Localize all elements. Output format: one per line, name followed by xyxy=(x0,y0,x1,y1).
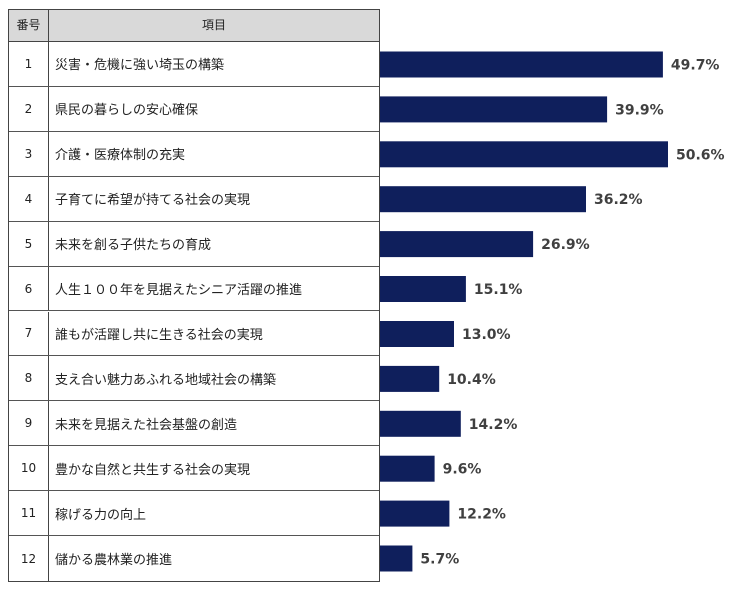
table-row: 12 儲かる農林業の推進 xyxy=(9,536,379,581)
bar xyxy=(380,186,586,213)
row-number: 9 xyxy=(9,401,49,446)
row-number: 10 xyxy=(9,446,49,491)
row-item-label: 未来を見据えた社会基盤の創造 xyxy=(55,417,238,433)
row-item-label: 支え合い魅力あふれる地域社会の構築 xyxy=(55,372,277,388)
data-label: 36.2% xyxy=(594,192,643,208)
bar xyxy=(380,51,663,78)
table-row: 7 誰もが活躍し共に生きる社会の実現 xyxy=(9,311,379,357)
bar xyxy=(380,276,466,302)
bar xyxy=(380,96,608,123)
data-label: 14.2% xyxy=(469,417,518,433)
row-number: 4 xyxy=(9,176,49,221)
data-label: 49.7% xyxy=(671,58,720,74)
row-item-label: 未来を創る子供たちの育成 xyxy=(55,238,212,254)
data-label: 15.1% xyxy=(474,282,523,298)
row-number: 3 xyxy=(9,131,49,176)
row-item-label: 誰もが活躍し共に生きる社会の実現 xyxy=(55,327,263,343)
data-label: 5.7% xyxy=(420,552,459,568)
table-header: 番号 項目 xyxy=(9,10,379,42)
data-label: 39.9% xyxy=(615,102,664,118)
table-row: 4 子育てに希望が持てる社会の実現 xyxy=(9,176,379,222)
table-row: 10 豊かな自然と共生する社会の実現 xyxy=(9,446,379,492)
row-number: 8 xyxy=(9,356,49,401)
row-number: 2 xyxy=(9,86,49,131)
header-item: 項目 xyxy=(201,18,226,32)
table-row: 9 未来を見据えた社会基盤の創造 xyxy=(9,401,379,447)
bar xyxy=(380,231,534,258)
data-label: 10.4% xyxy=(447,372,496,388)
table-row: 3 介護・医療体制の充実 xyxy=(9,131,379,177)
data-label: 13.0% xyxy=(462,327,511,343)
data-label: 12.2% xyxy=(457,507,506,523)
table-row: 1 災害・危機に強い埼玉の構築 xyxy=(9,42,379,87)
data-label: 26.9% xyxy=(541,237,590,253)
row-item-label: 儲かる農林業の推進 xyxy=(55,553,173,569)
row-item-label: 介護・医療体制の充実 xyxy=(55,148,186,164)
bar xyxy=(380,365,440,392)
row-item-label: 子育てに希望が持てる社会の実現 xyxy=(55,193,251,209)
row-item-label: 人生１００年を見据えたシニア活躍の推進 xyxy=(55,283,303,299)
bar xyxy=(380,321,454,347)
row-number: 1 xyxy=(9,42,49,86)
row-number: 11 xyxy=(9,491,49,536)
row-number: 7 xyxy=(9,311,49,356)
table-row: 11 稼げる力の向上 xyxy=(9,491,379,537)
bar xyxy=(380,500,450,527)
data-label: 50.6% xyxy=(676,147,725,163)
row-number: 6 xyxy=(9,266,49,311)
row-item-label: 稼げる力の向上 xyxy=(55,507,147,523)
data-label: 9.6% xyxy=(443,462,482,478)
bar xyxy=(380,410,461,437)
table-row: 8 支え合い魅力あふれる地域社会の構築 xyxy=(9,356,379,402)
row-item-label: 災害・危機に強い埼玉の構築 xyxy=(55,58,225,74)
table-row: 2 県民の暮らしの安心確保 xyxy=(9,86,379,132)
table-row: 6 人生１００年を見据えたシニア活躍の推進 xyxy=(9,266,379,312)
item-table: 番号 項目 1 災害・危機に強い埼玉の構築 2 県民の暮らしの安心確保 3 介護・医療体制… xyxy=(8,9,380,582)
bar xyxy=(380,141,668,168)
bar xyxy=(380,545,413,572)
row-item-label: 豊かな自然と共生する社会の実現 xyxy=(55,462,251,478)
table-row: 5 未来を創る子供たちの育成 xyxy=(9,221,379,267)
row-item-label: 県民の暮らしの安心確保 xyxy=(55,103,199,119)
row-number: 5 xyxy=(9,221,49,266)
header-number: 番号 xyxy=(9,10,49,41)
row-number: 12 xyxy=(9,536,49,581)
bar xyxy=(380,455,435,482)
